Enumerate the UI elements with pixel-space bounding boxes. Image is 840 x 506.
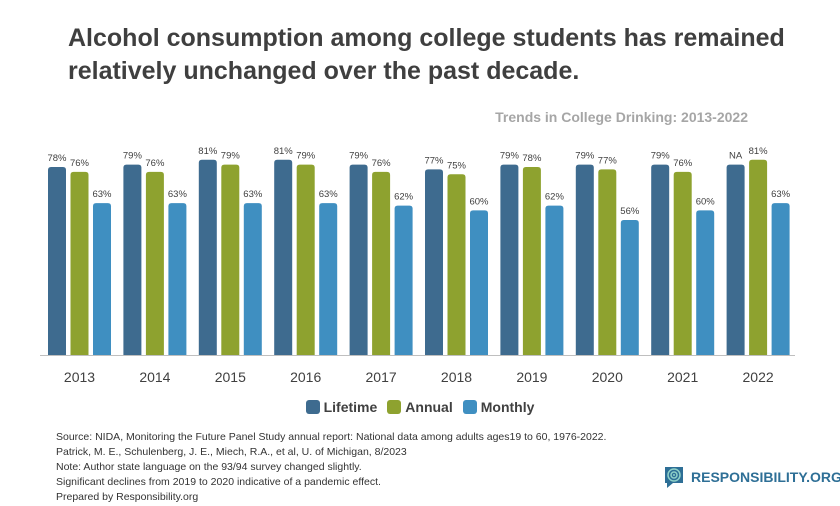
data-label: 79% (296, 151, 316, 162)
data-label: 81% (198, 146, 218, 157)
data-label: 76% (673, 158, 693, 169)
data-label: 77% (424, 155, 444, 166)
x-tick-label: 2017 (366, 369, 397, 385)
data-label: 78% (522, 153, 542, 164)
bar-annual-2019 (522, 167, 541, 355)
data-label: NA (729, 151, 743, 162)
data-label: 79% (500, 151, 520, 162)
bar-annual-2018 (447, 174, 466, 355)
legend-item-monthly: Monthly (462, 399, 535, 415)
bar-lifetime-2018 (425, 169, 443, 355)
bar-monthly-2017 (394, 205, 413, 355)
data-label: 81% (274, 146, 294, 157)
data-label: 60% (696, 196, 716, 207)
bar-monthly-2014 (168, 203, 187, 355)
x-tick-label: 2021 (667, 369, 698, 385)
bar-annual-2020 (598, 169, 617, 355)
data-label: 63% (771, 189, 791, 200)
footnote: Prepared by Responsibility.org (56, 491, 199, 503)
page-title: Alcohol consumption among college studen… (68, 24, 785, 85)
x-tick-label: 2015 (215, 369, 246, 385)
bar-lifetime-2013 (48, 167, 66, 355)
x-tick-label: 2020 (592, 369, 623, 385)
bar-annual-2021 (673, 171, 692, 355)
data-label: 76% (372, 158, 392, 169)
x-tick-label: 2018 (441, 369, 472, 385)
bar-annual-2013 (70, 171, 89, 355)
speech-bubble-target-icon (665, 467, 683, 488)
data-label: 60% (469, 196, 489, 207)
bar-annual-2022 (749, 159, 768, 355)
footnote: Note: Author state language on the 93/94… (56, 461, 362, 473)
footnote: Patrick, M. E., Schulenberg, J. E., Miec… (56, 446, 407, 458)
bar-monthly-2021 (696, 210, 715, 355)
bar-annual-2014 (145, 171, 164, 355)
data-label: 79% (651, 151, 671, 162)
bar-monthly-2016 (319, 203, 338, 355)
data-label: 63% (92, 189, 112, 200)
bar-lifetime-2019 (500, 164, 519, 355)
data-label: 63% (319, 189, 339, 200)
data-label: 77% (598, 155, 618, 166)
bar-monthly-2022 (771, 203, 790, 355)
legend-item-lifetime: Lifetime (305, 399, 378, 415)
footnote: Significant declines from 2019 to 2020 i… (56, 476, 381, 488)
x-tick-label: 2016 (290, 369, 321, 385)
bar-lifetime-2016 (274, 159, 293, 355)
x-tick-label: 2013 (64, 369, 95, 385)
legend: Lifetime Annual Monthly (0, 399, 840, 415)
bar-annual-2015 (221, 164, 240, 355)
legend-label: Monthly (480, 399, 535, 415)
bar-lifetime-2021 (651, 164, 670, 355)
data-label: 79% (349, 151, 369, 162)
legend-label: Lifetime (323, 399, 378, 415)
data-label: 78% (47, 153, 67, 164)
data-label: 81% (749, 146, 769, 157)
chart-title: Trends in College Drinking: 2013-2022 (495, 109, 748, 125)
data-label: 79% (221, 151, 241, 162)
data-label: 75% (447, 160, 467, 171)
data-label: 79% (575, 151, 595, 162)
legend-label: Annual (405, 399, 453, 415)
data-label: 63% (243, 189, 263, 200)
bar-lifetime-2020 (575, 164, 594, 355)
bar-monthly-2015 (243, 203, 262, 355)
legend-swatch (305, 400, 320, 414)
bar-lifetime-2017 (349, 164, 368, 355)
bar-lifetime-2015 (198, 159, 217, 355)
data-label: 62% (545, 192, 565, 203)
bar-annual-2017 (372, 171, 391, 355)
data-label: 79% (123, 151, 143, 162)
footnote: Source: NIDA, Monitoring the Future Pane… (56, 431, 607, 443)
data-label: 62% (394, 192, 414, 203)
bar-monthly-2020 (620, 220, 639, 355)
data-label: 76% (145, 158, 165, 169)
bar-lifetime-2014 (123, 164, 142, 355)
data-label: 56% (620, 206, 640, 217)
logo-text: RESPONSIBILITY.ORG (691, 469, 840, 485)
bar-monthly-2018 (470, 210, 488, 355)
bar-lifetime-2022 (726, 164, 745, 355)
bar-monthly-2019 (545, 205, 564, 355)
bar-monthly-2013 (93, 203, 111, 355)
x-tick-label: 2019 (516, 369, 547, 385)
bar-annual-2016 (296, 164, 315, 355)
logo: RESPONSIBILITY.ORG (663, 465, 840, 489)
data-label: 63% (168, 189, 188, 200)
x-tick-label: 2022 (743, 369, 774, 385)
footnotes: Source: NIDA, Monitoring the Future Pane… (56, 430, 606, 505)
x-tick-label: 2014 (139, 369, 170, 385)
legend-swatch (462, 400, 477, 414)
legend-swatch (387, 400, 402, 414)
legend-item-annual: Annual (387, 399, 453, 415)
data-label: 76% (70, 158, 90, 169)
